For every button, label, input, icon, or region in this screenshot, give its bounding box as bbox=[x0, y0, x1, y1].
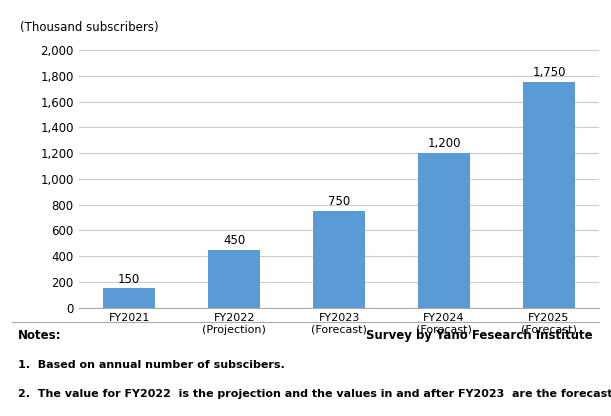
Text: 2.  The value for FY2022  is the projection and the values in and after FY2023  : 2. The value for FY2022 is the projectio… bbox=[18, 389, 611, 399]
Bar bbox=[418, 153, 470, 308]
Text: 150: 150 bbox=[118, 272, 141, 286]
Bar bbox=[103, 289, 155, 308]
Text: Survey by Yano Fesearch Institute: Survey by Yano Fesearch Institute bbox=[366, 329, 593, 342]
Text: 1.  Based on annual number of subscibers.: 1. Based on annual number of subscibers. bbox=[18, 360, 285, 370]
Bar bbox=[523, 82, 575, 308]
Text: 750: 750 bbox=[328, 195, 350, 208]
Bar bbox=[208, 250, 260, 308]
Bar bbox=[313, 211, 365, 308]
Text: 1,750: 1,750 bbox=[532, 66, 566, 79]
Text: Notes:: Notes: bbox=[18, 329, 62, 342]
Text: (Thousand subscribers): (Thousand subscribers) bbox=[20, 22, 158, 35]
Text: 450: 450 bbox=[223, 234, 245, 247]
Text: 1,200: 1,200 bbox=[427, 137, 461, 150]
